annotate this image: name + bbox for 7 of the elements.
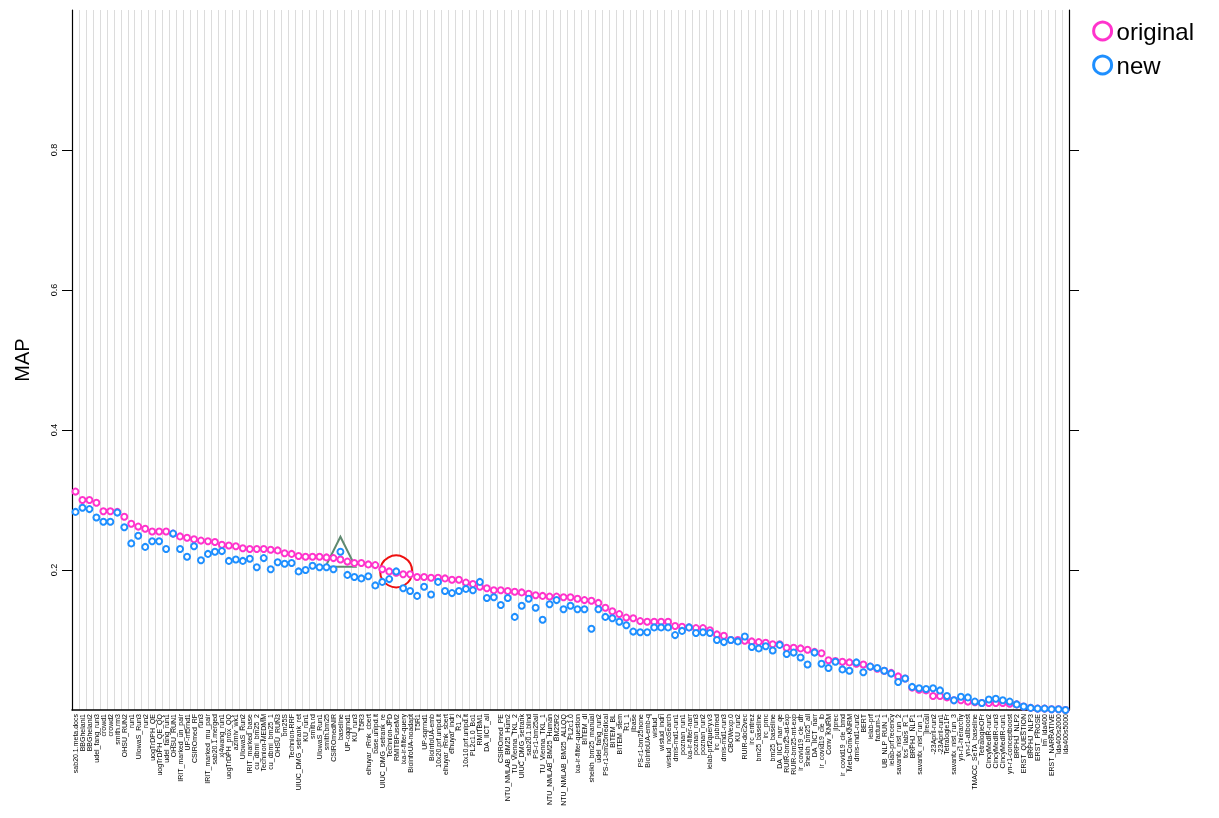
y-tick-label: 0.8 (48, 143, 59, 157)
legend-label: new (1116, 51, 1162, 79)
y-tick-label: 0.4 (48, 423, 59, 437)
y-tick-label: 0.2 (48, 563, 59, 577)
y-tick-label: 0.6 (48, 283, 59, 297)
legend-label: original (1116, 17, 1195, 45)
y-axis-title: MAP (11, 338, 33, 382)
